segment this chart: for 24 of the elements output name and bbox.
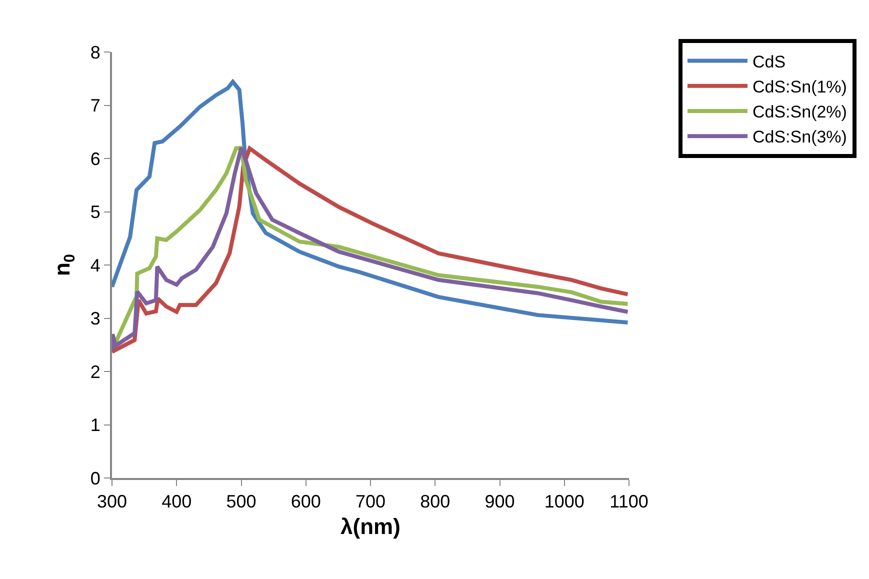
x-tick-label: 1100 — [610, 492, 648, 512]
y-tick-label: 8 — [90, 42, 100, 62]
y-tick-label: 4 — [90, 255, 100, 276]
y-tick-label: 5 — [90, 202, 100, 222]
legend-label: CdS:Sn(2%) — [752, 102, 847, 122]
legend-label: CdS:Sn(3%) — [752, 128, 847, 147]
x-tick-label: 500 — [226, 492, 256, 512]
y-tick-label: 3 — [90, 308, 100, 329]
y-tick-label: 6 — [90, 148, 100, 169]
x-axis-title: λ(nm) — [340, 514, 400, 539]
x-tick-label: 800 — [420, 492, 450, 512]
legend-label: CdS — [752, 52, 786, 72]
x-tick-label: 900 — [484, 492, 515, 512]
y-tick-label: 1 — [90, 415, 100, 436]
x-tick-label: 700 — [355, 492, 386, 512]
line-series — [112, 80, 629, 325]
y-tick-label: 7 — [90, 96, 100, 116]
legend-label: CdS:Sn(1%) — [752, 78, 847, 96]
y-tick-label: 2 — [90, 362, 100, 382]
x-tick-label: 600 — [290, 492, 321, 512]
x-tick-label: 300 — [96, 492, 128, 512]
x-tick-label: 400 — [162, 492, 192, 512]
x-tick-label: 1000 — [544, 492, 584, 512]
y-tick-label: 0 — [90, 468, 100, 488]
